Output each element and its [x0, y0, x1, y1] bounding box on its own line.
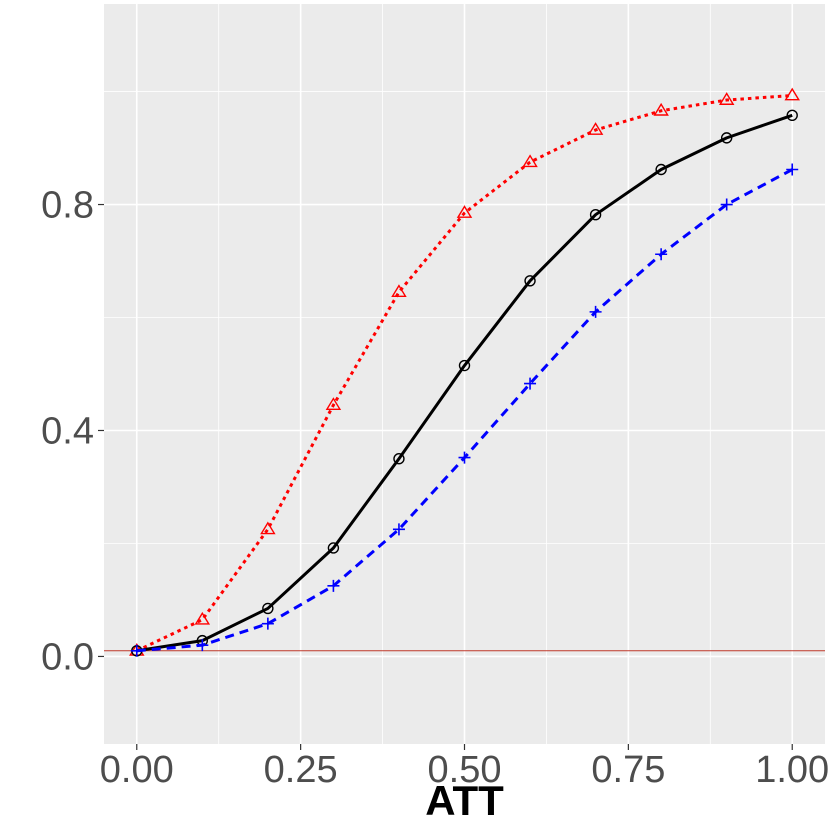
series-triangle [129, 87, 800, 656]
y-tick-label: 0.4 [41, 410, 94, 452]
data-point-plus [786, 163, 799, 176]
series-plus [130, 163, 799, 657]
data-point-circle [393, 453, 405, 465]
x-tick-label: 0.00 [100, 749, 174, 791]
data-point-plus [327, 579, 340, 592]
series-circle [131, 109, 798, 657]
data-point-triangle [653, 102, 669, 116]
data-point-plus [261, 617, 274, 630]
data-point-circle [458, 359, 471, 372]
x-tick-label: 1.00 [755, 749, 829, 791]
y-tick-label: 0.8 [41, 185, 94, 227]
x-axis-title: ATT [425, 777, 504, 824]
data-point-plus [589, 305, 602, 318]
data-point-triangle [522, 154, 538, 168]
data-point-plus [458, 451, 471, 464]
x-axis: 0.00 0.25 0.50 0.75 1.00 [100, 744, 829, 791]
data-point-circle [524, 275, 536, 287]
data-point-triangle [718, 92, 735, 105]
major-gridlines [104, 4, 825, 744]
data-point-circle [786, 109, 798, 121]
series-line [136, 94, 793, 653]
data-point-triangle [194, 611, 211, 625]
series-line [136, 113, 793, 653]
data-point-triangle [260, 521, 276, 535]
data-point-circle [655, 163, 667, 176]
data-point-plus [196, 639, 209, 652]
data-point-circle [720, 132, 733, 144]
x-tick-label: 0.25 [264, 749, 338, 791]
data-point-plus [392, 523, 405, 536]
data-point-circle [589, 209, 602, 221]
y-axis: 0.0 0.4 0.8 [41, 185, 104, 678]
x-tick-label: 0.75 [591, 749, 665, 791]
data-point-triangle [784, 87, 800, 101]
data-point-triangle [391, 284, 407, 298]
data-point-triangle [456, 205, 473, 218]
data-point-plus [524, 377, 537, 390]
data-point-circle [327, 542, 340, 554]
data-point-triangle [587, 122, 604, 135]
data-point-plus [655, 248, 668, 261]
data-point-plus [720, 198, 733, 211]
data-point-circle [262, 602, 274, 615]
y-tick-label: 0.0 [41, 636, 94, 678]
data-point-triangle [325, 397, 342, 410]
data-point-plus [130, 644, 143, 657]
x-tick-label: 0.50 [428, 749, 502, 791]
series-layer [129, 87, 800, 657]
